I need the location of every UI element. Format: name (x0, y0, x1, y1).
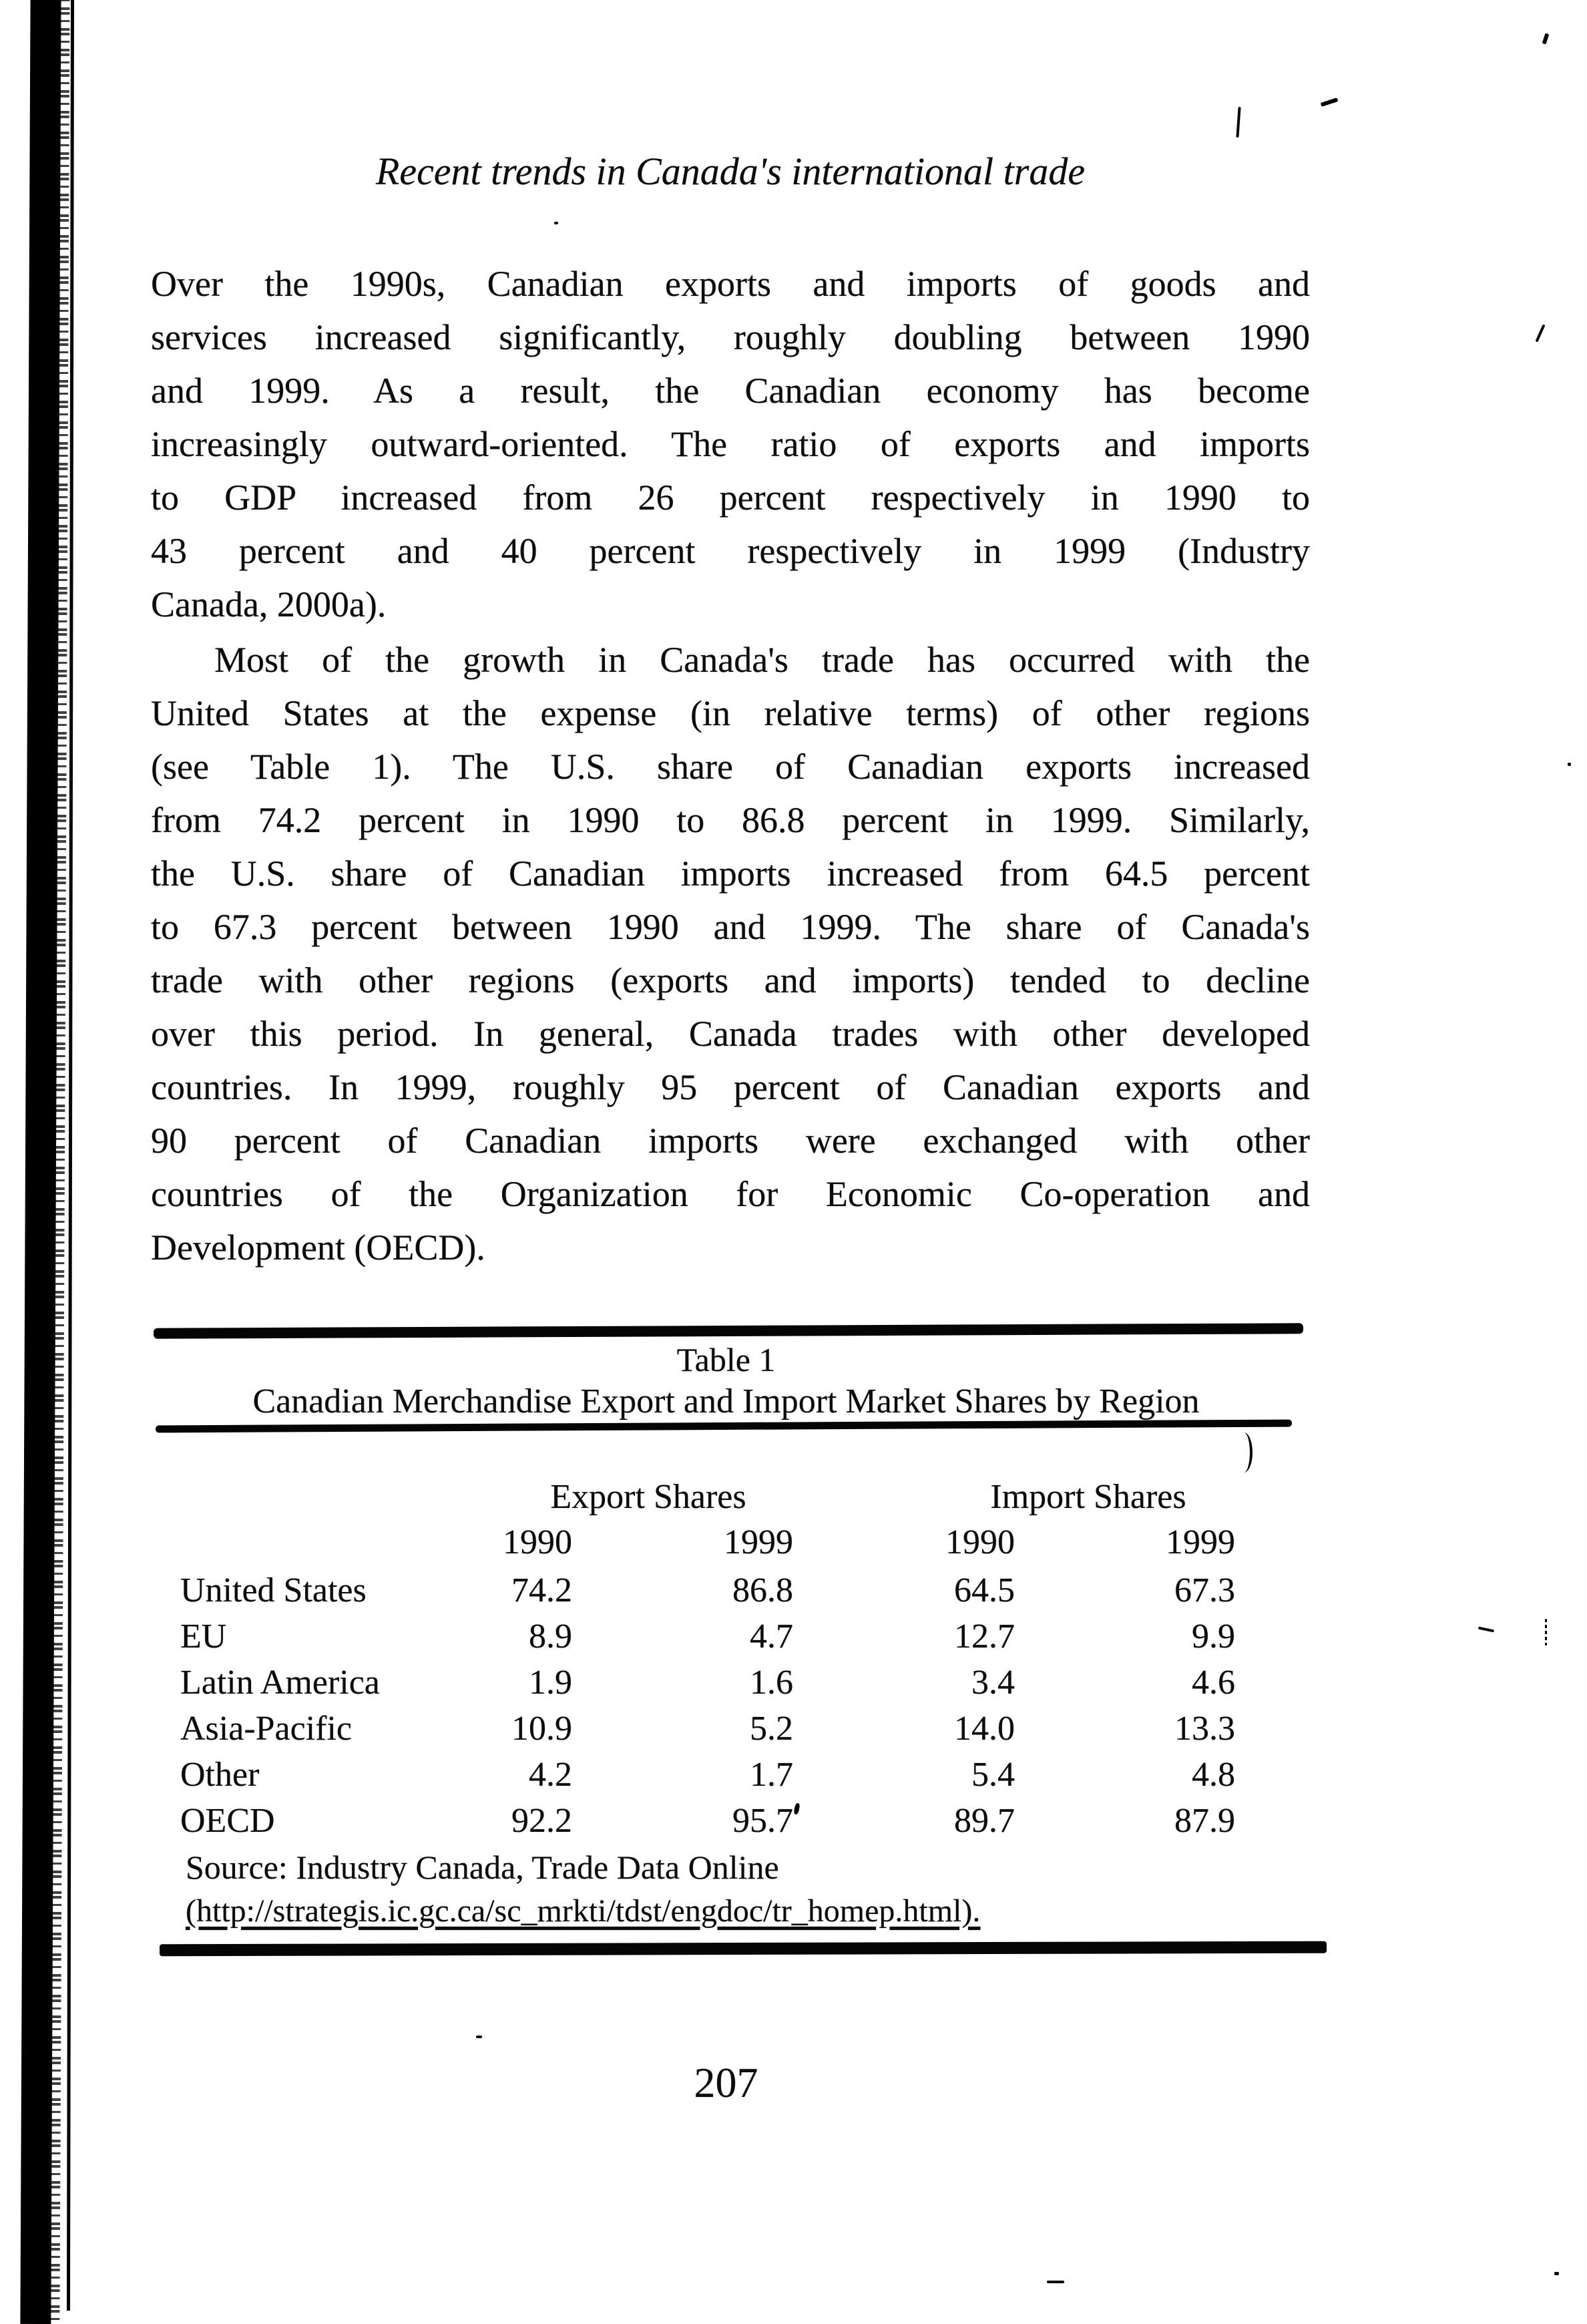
year-header: 1999 (724, 1523, 793, 1561)
body-line: Development (OECD). (151, 1227, 485, 1268)
scan-speck (1554, 2272, 1559, 2275)
body-line: (see Table 1). The U.S. share of Canadia… (151, 747, 1310, 787)
table-caption: Table 1 (676, 1341, 776, 1378)
cell-value: 92.2 (511, 1802, 572, 1840)
scan-speck (1320, 98, 1339, 107)
cell-value: 4.7 (750, 1617, 793, 1656)
cell-value: 87.9 (1174, 1802, 1235, 1840)
scan-speck (1478, 1626, 1495, 1633)
cell-value: 14.0 (954, 1710, 1015, 1748)
cell-value: 4.2 (529, 1756, 572, 1794)
table-bottom-rule (159, 1941, 1327, 1957)
body-line: countries. In 1999, roughly 95 percent o… (151, 1067, 1310, 1107)
table-row: Other 4.2 1.7 5.4 4.8 (150, 1755, 1302, 1799)
year-header: 1999 (1166, 1523, 1235, 1561)
cell-value: 4.6 (1192, 1664, 1235, 1702)
cell-value: 8.9 (529, 1617, 572, 1656)
body-line: United States at the expense (in relativ… (151, 693, 1310, 733)
table-row: EU 8.9 4.7 12.7 9.9 (150, 1617, 1302, 1661)
cell-value: 1.6 (750, 1664, 793, 1702)
year-header: 1990 (503, 1523, 572, 1561)
table-year-header-row: 1990 1999 1990 1999 (150, 1523, 1302, 1567)
body-line: 43 percent and 40 percent respectively i… (151, 531, 1310, 571)
table-1: Table 1 Canadian Merchandise Export and … (150, 1323, 1327, 1967)
row-label: Latin America (180, 1664, 380, 1702)
table-row: OECD 92.2 95.7 89.7 87.9 (150, 1801, 1302, 1845)
body-line: from 74.2 percent in 1990 to 86.8 percen… (151, 800, 1310, 840)
column-group-header-import: Import Shares (990, 1478, 1186, 1516)
cell-value: 89.7 (954, 1802, 1015, 1840)
scan-speck (1047, 2281, 1064, 2283)
table-group-header-row: Export Shares Import Shares (150, 1477, 1302, 1521)
row-label: OECD (180, 1802, 275, 1840)
table-header-rule (155, 1419, 1293, 1433)
table-row: Latin America 1.9 1.6 3.4 4.6 (150, 1663, 1302, 1707)
cell-value: 13.3 (1174, 1710, 1235, 1748)
body-line: to GDP increased from 26 percent respect… (151, 477, 1310, 518)
cell-value: 12.7 (954, 1617, 1015, 1656)
cell-value: 10.9 (511, 1710, 572, 1748)
table-row: Asia-Pacific 10.9 5.2 14.0 13.3 (150, 1709, 1302, 1753)
cell-value: 1.7 (750, 1756, 793, 1794)
table-row: United States 74.2 86.8 64.5 67.3 (150, 1571, 1302, 1615)
body-line: services increased significantly, roughl… (151, 317, 1310, 357)
body-line: increasingly outward-oriented. The ratio… (151, 424, 1310, 464)
cell-value: 4.8 (1192, 1756, 1235, 1794)
column-group-header-export: Export Shares (550, 1478, 746, 1516)
page-number: 207 (694, 2059, 758, 2106)
year-header: 1990 (945, 1523, 1015, 1561)
body-line: to 67.3 percent between 1990 and 1999. T… (151, 907, 1310, 947)
cell-value: 95.7 (732, 1802, 793, 1840)
body-line: Canada, 2000a). (151, 584, 387, 624)
scan-speck (1545, 1619, 1547, 1645)
body-line: Over the 1990s, Canadian exports and imp… (151, 264, 1310, 304)
body-line: countries of the Organization for Econom… (151, 1174, 1310, 1214)
scan-speck (554, 222, 558, 224)
cell-value: 5.4 (971, 1756, 1015, 1794)
cell-value: 86.8 (732, 1571, 793, 1609)
row-label: Other (180, 1756, 260, 1794)
body-line: 90 percent of Canadian imports were exch… (151, 1121, 1310, 1161)
cell-value: 64.5 (954, 1571, 1015, 1609)
paragraph-1: Over the 1990s, Canadian exports and imp… (151, 257, 1310, 631)
body-line: the U.S. share of Canadian imports incre… (151, 853, 1310, 894)
page-title: Recent trends in Canada's international … (375, 150, 1086, 193)
table-subtitle: Canadian Merchandise Export and Import M… (252, 1382, 1200, 1420)
body-line: Most of the growth in Canada's trade has… (214, 640, 1310, 680)
table-source: Source: Industry Canada, Trade Data Onli… (186, 1849, 779, 1886)
table-source-url: (http://strategis.ic.gc.ca/sc_mrkti/tdst… (186, 1893, 981, 1929)
scan-speck (1568, 763, 1571, 766)
cell-value: 1.9 (529, 1664, 572, 1702)
paragraph-2: Most of the growth in Canada's trade has… (151, 633, 1310, 1274)
cell-value: 3.4 (971, 1664, 1015, 1702)
body-line: over this period. In general, Canada tra… (151, 1014, 1310, 1054)
scan-speck (1236, 106, 1241, 138)
row-label: United States (180, 1571, 367, 1609)
body-line: trade with other regions (exports and im… (151, 960, 1310, 1000)
scan-speck (1542, 33, 1550, 45)
table-top-rule (153, 1323, 1304, 1339)
cell-value: 67.3 (1174, 1571, 1235, 1609)
row-label: Asia-Pacific (180, 1710, 353, 1748)
cell-value: 9.9 (1192, 1617, 1235, 1656)
cell-value: 74.2 (511, 1571, 572, 1609)
body-line: and 1999. As a result, the Canadian econ… (151, 371, 1310, 411)
scan-speck (476, 2036, 482, 2038)
scan-speck (1535, 324, 1546, 343)
scan-speck (1235, 1432, 1253, 1473)
cell-value: 5.2 (750, 1710, 793, 1748)
row-label: EU (180, 1617, 227, 1656)
